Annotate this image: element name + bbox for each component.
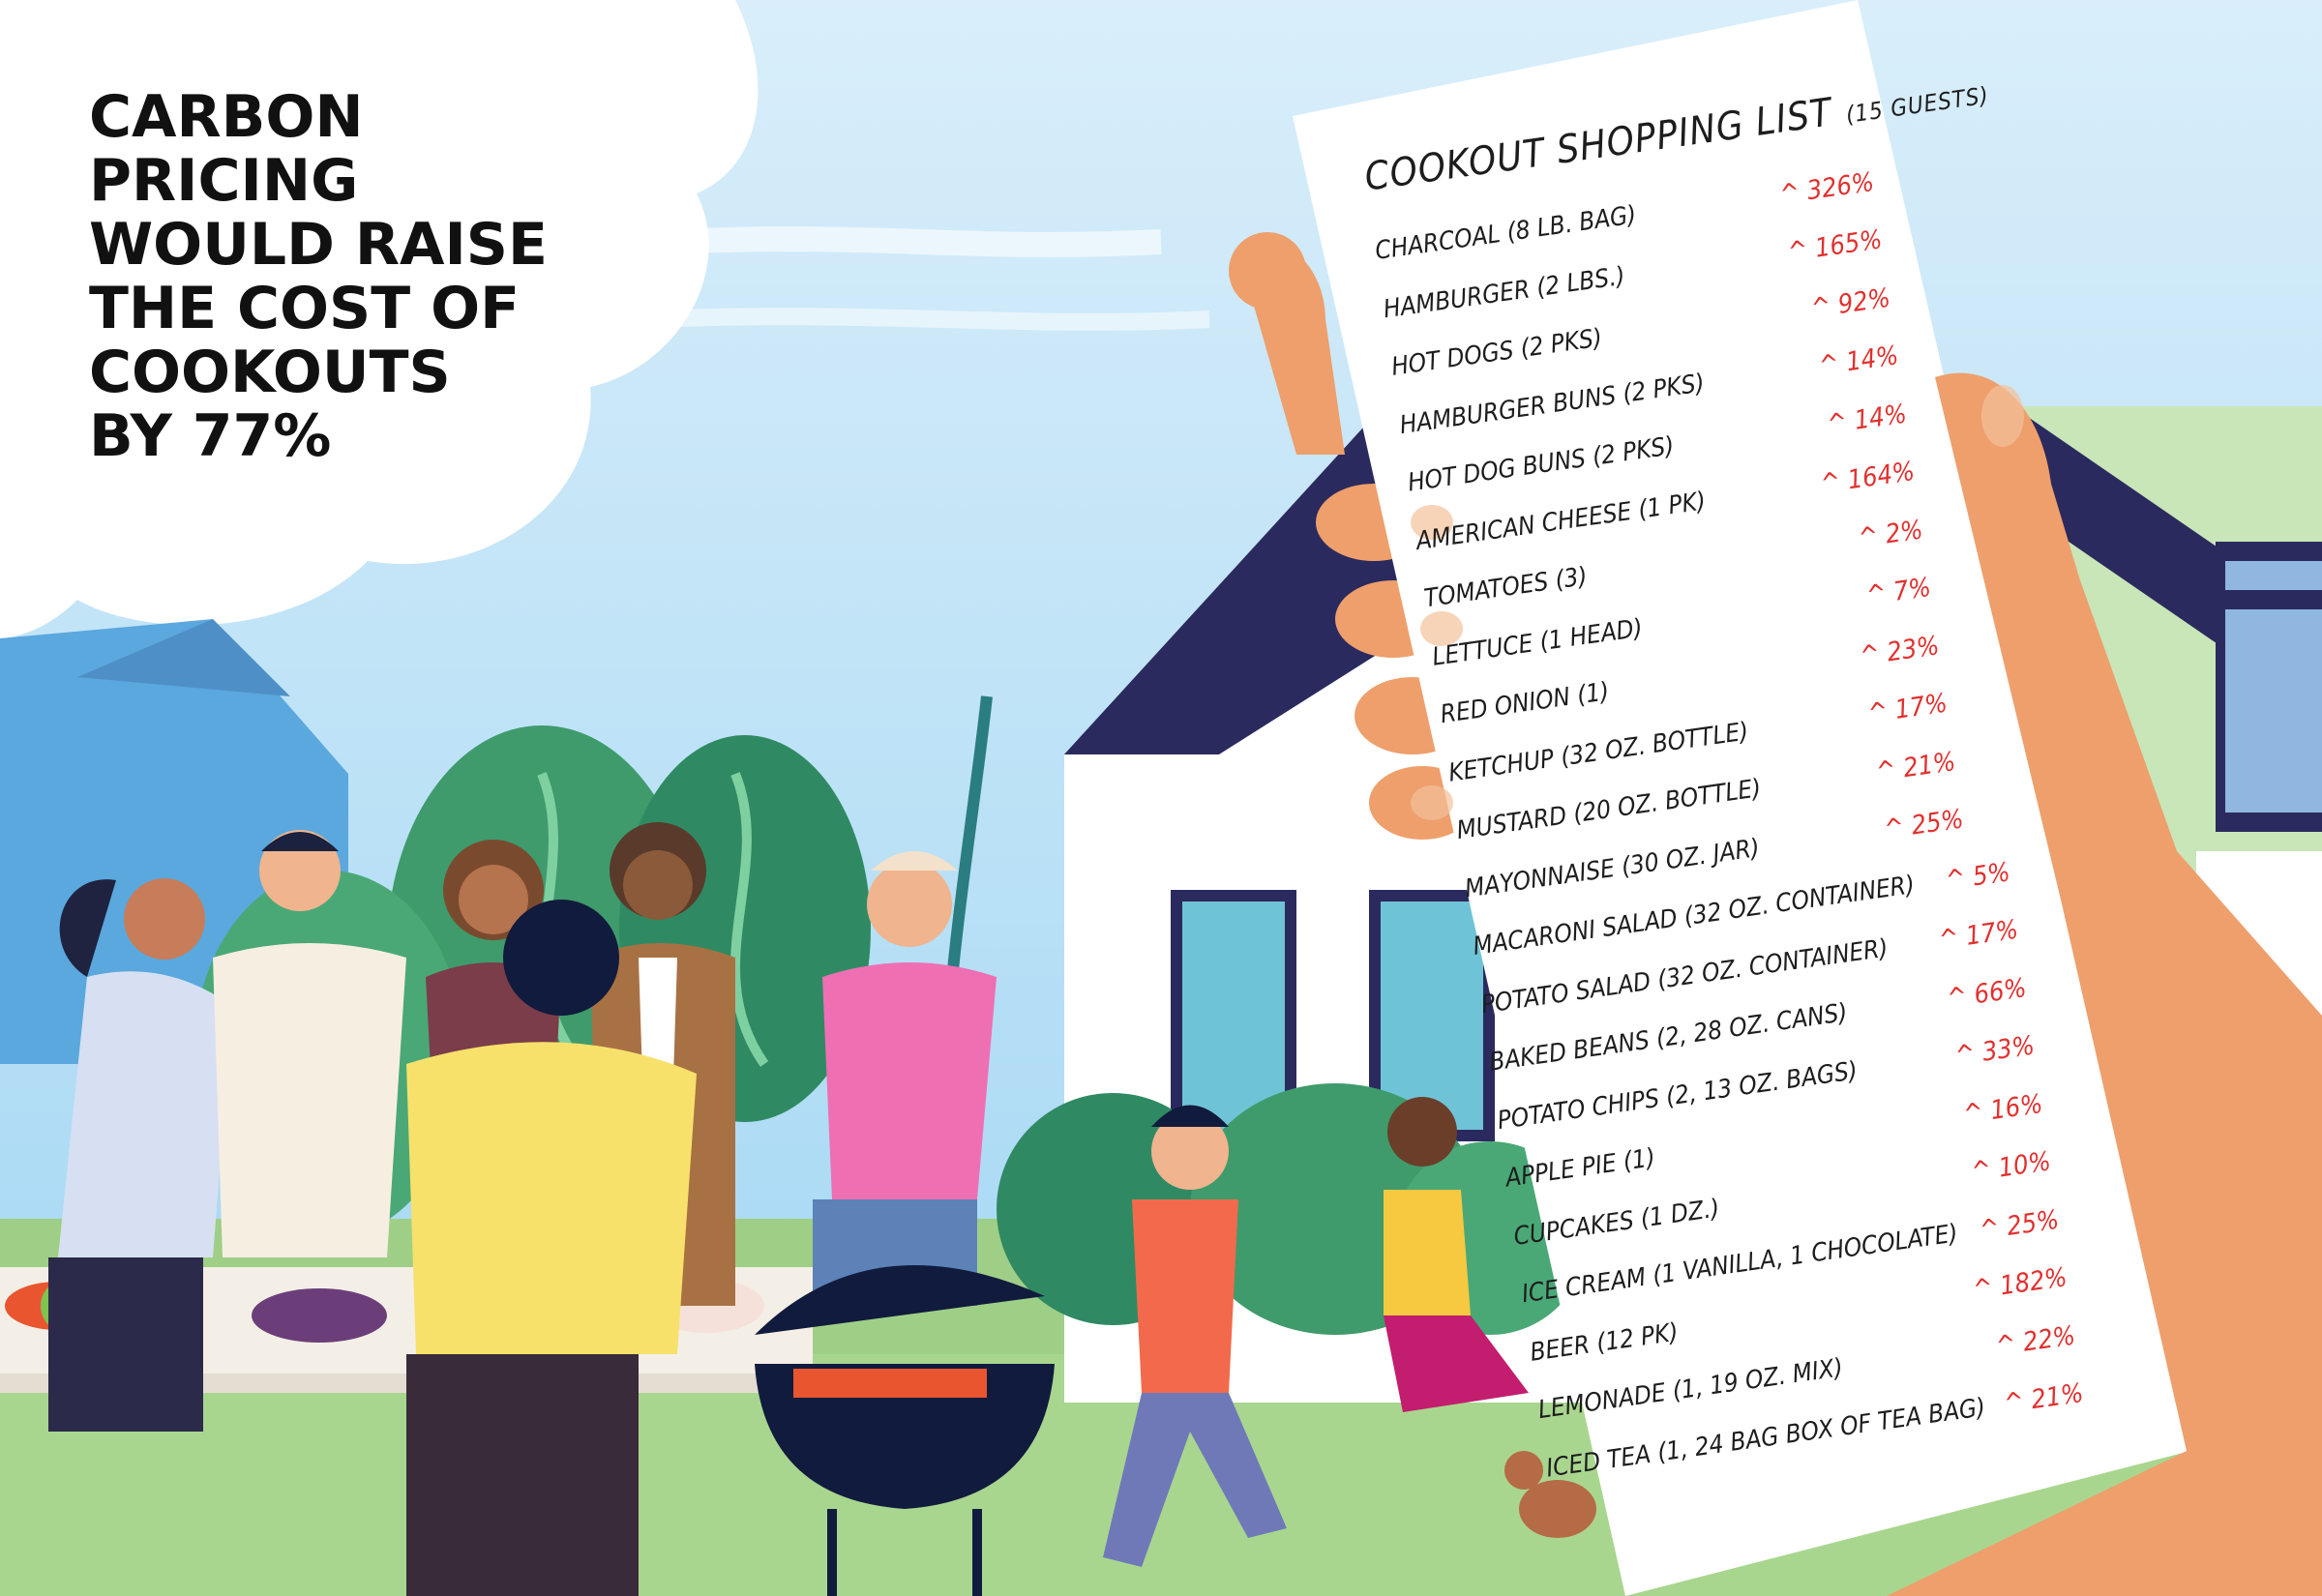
headline-line: THE COST OF <box>89 275 521 342</box>
headline-line: PRICING <box>89 147 359 215</box>
list-item-name: HOT DOG BUNS (2 PKS) <box>1406 431 1677 498</box>
list-item-name: TOMATOES (3) <box>1422 562 1590 614</box>
list-item-price-change: ^ 92% <box>1809 282 1892 324</box>
list-item-name: HOT DOGS (2 PKS) <box>1389 323 1604 382</box>
list-item-price-change: ^ 25% <box>1882 804 1966 845</box>
list-item-name: HAMBURGER (2 LBS.) <box>1382 261 1627 324</box>
headline-line: BY 77% <box>89 402 332 470</box>
list-item-name: LETTUCE (1 HEAD) <box>1430 613 1645 672</box>
list-item-price-change: ^ 16% <box>1961 1088 2045 1130</box>
receipt-paper <box>1293 0 2190 1596</box>
headline-line: CARBON <box>89 83 364 151</box>
list-item-price-change: ^ 33% <box>1953 1030 2037 1072</box>
list-item-price-change: ^ 10% <box>1969 1146 2053 1188</box>
grill-lid <box>755 1265 1045 1335</box>
list-item-price-change: ^ 7% <box>1864 572 1933 611</box>
list-item-name: APPLE PIE (1) <box>1503 1143 1657 1194</box>
list-item-price-change: ^ 5% <box>1944 856 2012 896</box>
list-item-name: CUPCAKES (1 DZ.) <box>1511 1193 1722 1252</box>
list-item-price-change: ^ 165% <box>1786 224 1885 268</box>
list-item-name: RED ONION (1) <box>1438 677 1612 730</box>
list-item-price-change: ^ 326% <box>1777 166 1876 210</box>
list-item-name: CHARCOAL (8 LB. BAG) <box>1373 200 1639 266</box>
list-item-price-change: ^ 23% <box>1858 630 1942 671</box>
headline: CARBON PRICING WOULD RAISE THE COST OF C… <box>89 85 592 468</box>
left-thumb <box>1229 232 1306 310</box>
headline-line: COOKOUTS <box>89 339 451 406</box>
list-item-price-change: ^ 22% <box>1994 1320 2077 1362</box>
headline-line: WOULD RAISE <box>89 211 548 279</box>
list-item-price-change: ^ 164% <box>1818 456 1917 500</box>
list-item-price-change: ^ 14% <box>1825 399 1909 440</box>
grill-bowl <box>755 1364 1055 1509</box>
list-item-name: BEER (12 PK) <box>1528 1317 1681 1368</box>
list-item-price-change: ^ 14% <box>1817 340 1901 382</box>
right-hand <box>1887 372 2322 1596</box>
list-item-price-change: ^ 17% <box>1865 688 1950 729</box>
list-item-price-change: ^ 21% <box>1874 746 1957 787</box>
list-item-price-change: ^ 21% <box>2002 1377 2086 1420</box>
headline-cloud <box>0 0 759 638</box>
list-item-price-change: ^ 66% <box>1945 972 2029 1014</box>
list-item-price-change: ^ 2% <box>1857 514 1925 553</box>
list-item-price-change: ^ 25% <box>1978 1204 2061 1246</box>
list-item-price-change: ^ 17% <box>1937 914 2020 956</box>
